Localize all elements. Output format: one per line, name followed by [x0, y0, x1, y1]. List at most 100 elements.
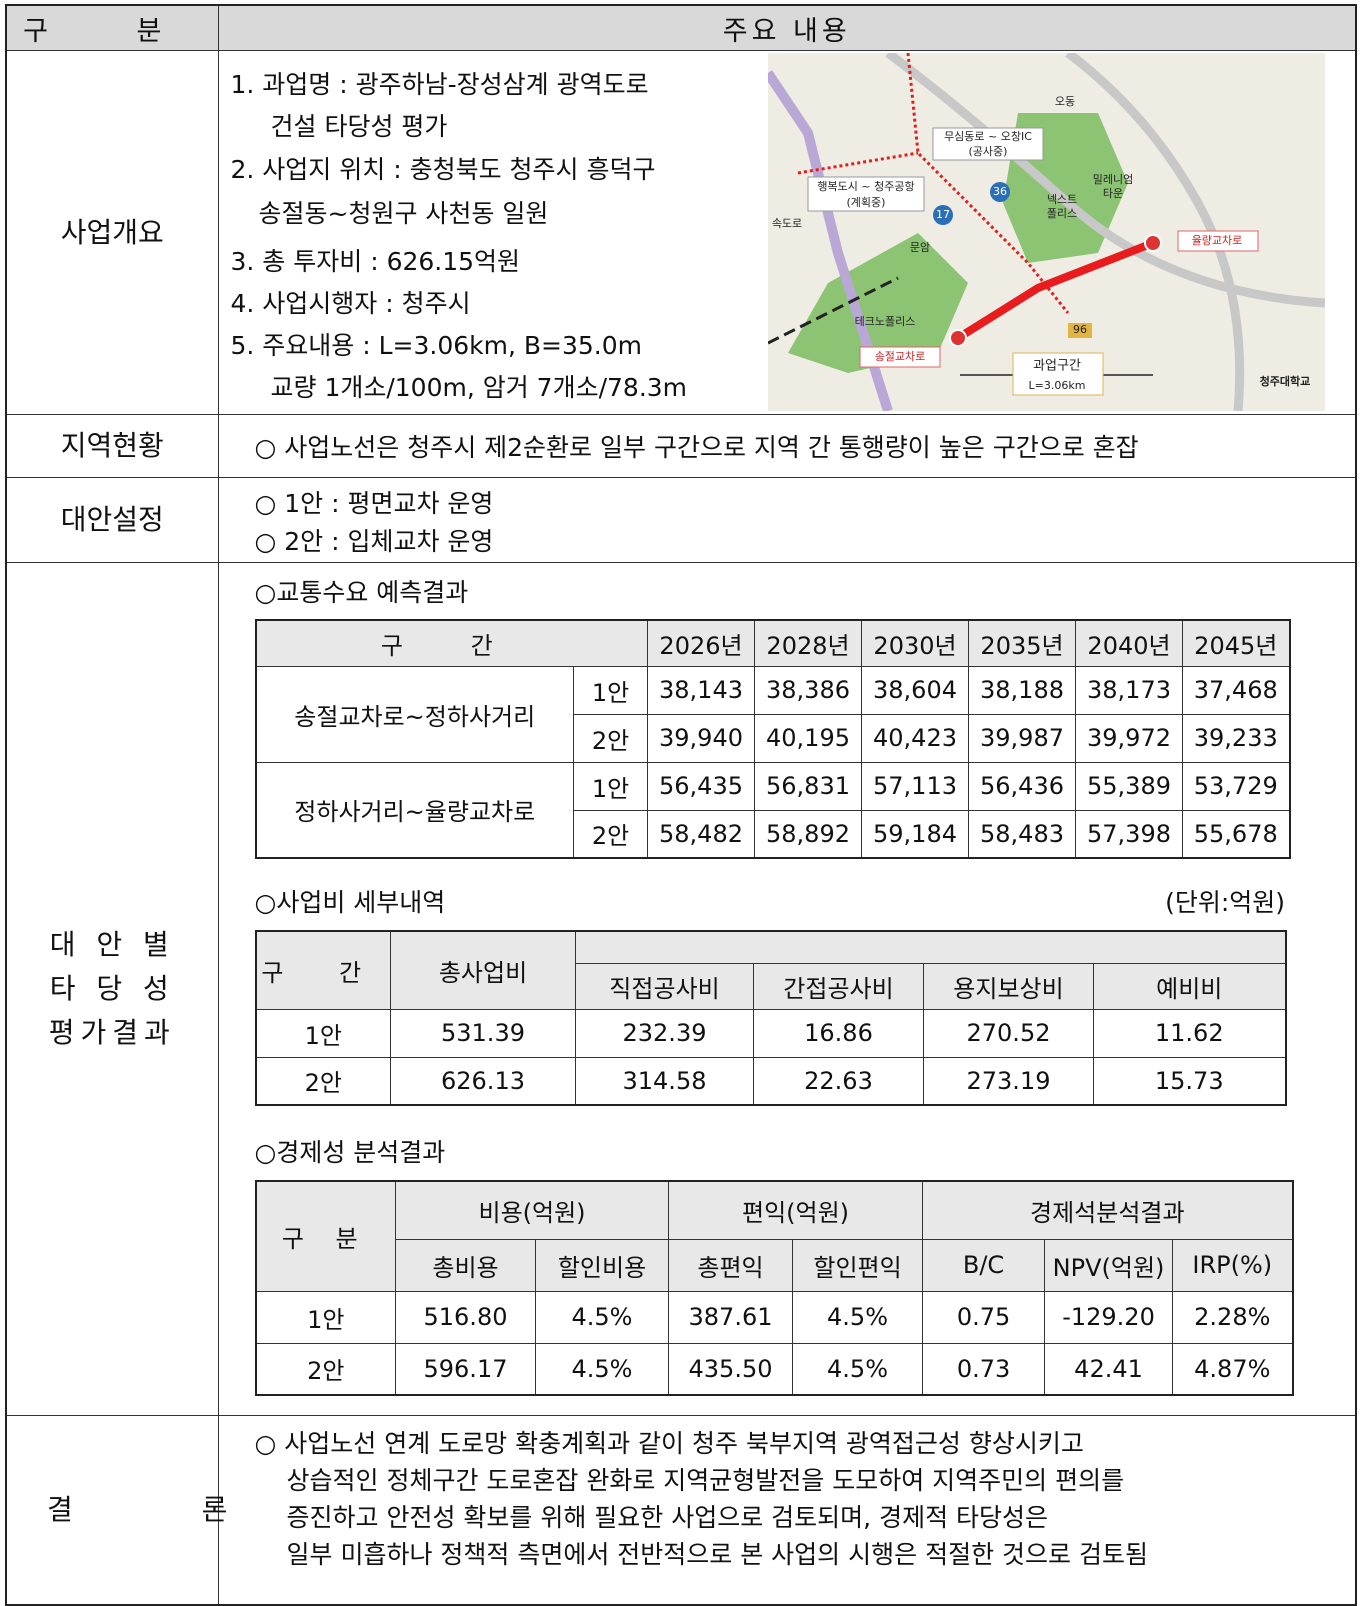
table-cell: 270.52 — [924, 1009, 1094, 1057]
table-cell: 55,678 — [1183, 810, 1290, 858]
map-label: (공사중) — [968, 145, 1007, 158]
table-cell: 22.63 — [754, 1057, 924, 1105]
table-cell: 38,143 — [648, 666, 755, 714]
map-label: 속도로 — [771, 217, 801, 230]
header-cell: 주요 내용 — [218, 5, 1356, 51]
map-label: 17 — [936, 208, 950, 221]
table-cell: 2028년 — [755, 620, 862, 666]
header-cell: 구 분 — [6, 5, 218, 51]
table-cell: 531.39 — [391, 1009, 576, 1057]
table-cell: 596.17 — [396, 1343, 536, 1395]
map-label: 행복도시 ~ 청주공항 — [817, 180, 914, 193]
table-cell: 516.80 — [396, 1291, 536, 1343]
table-cell: 38,188 — [969, 666, 1076, 714]
overview-line: 건설 타당성 평가 — [271, 107, 448, 143]
row-label-line: 대 안 별 — [7, 923, 218, 967]
table-cell: 1안 — [256, 1009, 391, 1057]
table-cell: 58,892 — [755, 810, 862, 858]
table-cell: 4.5% — [793, 1343, 923, 1395]
cell: 오동 무심동로 ~ 오창IC (공사중) 행복도시 ~ 청주공항 (계획중) 밀… — [218, 51, 1356, 415]
table-cell: 구 간 — [256, 620, 648, 666]
table-cell: 16.86 — [754, 1009, 924, 1057]
table-cell: 40,423 — [862, 714, 969, 762]
conclusion-line: 일부 미흡하나 정책적 측면에서 전반적으로 본 사업의 시행은 적절한 것으로… — [287, 1535, 1148, 1571]
row: 대 안 별타 당 성평가결과 ○교통수요 예측결과구 간2026년2028년20… — [6, 563, 1356, 1416]
table-cell: 직접공사비 — [576, 963, 754, 1009]
row-label: 지역현황 — [6, 415, 218, 478]
table-cell: 1안 — [256, 1291, 396, 1343]
map-label: 폴리스 — [1046, 207, 1076, 220]
map-label: (계획중) — [846, 196, 885, 209]
map-label: 넥스트 — [1046, 193, 1076, 206]
map-label: 테크노폴리스 — [854, 315, 915, 328]
overview-line: 교량 1개소/100m, 암거 7개소/78.3m — [271, 368, 688, 404]
table-cell: 56,831 — [755, 762, 862, 810]
overview-line: 3. 총 투자비 : 626.15억원 — [231, 242, 521, 278]
table-cell: 2030년 — [862, 620, 969, 666]
table-cell: -129.20 — [1045, 1291, 1173, 1343]
table-cell: 4.5% — [536, 1343, 669, 1395]
conclusion-line: 상습적인 정체구간 도로혼잡 완화로 지역균형발전을 도모하여 지역주민의 편의… — [287, 1461, 1125, 1497]
map-node — [1145, 235, 1161, 251]
header-row: 구 분 주요 내용 — [6, 5, 1356, 51]
row-label-line: 평가결과 — [7, 1011, 218, 1055]
section-title: ○교통수요 예측결과 — [255, 573, 469, 609]
table-cell: 2안 — [574, 714, 648, 762]
table-cell: 비용(억원) — [396, 1181, 669, 1239]
table-cell: 42.41 — [1045, 1343, 1173, 1395]
table-cell: 39,940 — [648, 714, 755, 762]
table-cell: 39,987 — [969, 714, 1076, 762]
table-cell: 11.62 — [1094, 1009, 1286, 1057]
table-cell: 1안 — [574, 666, 648, 714]
table-cell: 정하사거리~율량교차로 — [256, 762, 574, 858]
table-cell: 2026년 — [648, 620, 755, 666]
row-label: 사업개요 — [6, 51, 218, 415]
table-cell: 314.58 — [576, 1057, 754, 1105]
overview-line: 송절동~청원구 사천동 일원 — [259, 194, 549, 230]
table-cell: 58,483 — [969, 810, 1076, 858]
row-label: 대안설정 — [6, 478, 218, 563]
table-cell: 할인비용 — [536, 1239, 669, 1291]
page: 구 분 주요 내용 사업개요 오동 무심동로 ~ 오창IC (공사중) 행복도시… — [0, 0, 1364, 1604]
table-cell: B/C — [923, 1239, 1045, 1291]
data-row: 2안626.13314.5822.63273.1915.73 — [256, 1057, 1286, 1105]
table-cell: 2안 — [256, 1057, 391, 1105]
row: 대안설정 ○ 1안 : 평면교차 운영○ 2안 : 입체교차 운영 — [6, 478, 1356, 563]
table-cell: 37,468 — [1183, 666, 1290, 714]
cell: ○ 사업노선 연계 도로망 확충계획과 같이 청주 북부지역 광역접근성 향상시… — [218, 1416, 1356, 1606]
table-cell: 송절교차로~정하사거리 — [256, 666, 574, 762]
map-label: 송절교차로 — [874, 350, 925, 363]
table-cell: 56,435 — [648, 762, 755, 810]
table-cell: 15.73 — [1094, 1057, 1286, 1105]
row-label: 결 론 — [6, 1416, 218, 1606]
table-cell: 38,386 — [755, 666, 862, 714]
table-cell: 59,184 — [862, 810, 969, 858]
table-cell: 구 분 — [256, 1181, 396, 1291]
map-label: 96 — [1073, 323, 1087, 336]
table-cell: 38,604 — [862, 666, 969, 714]
table-cell: 39,972 — [1076, 714, 1183, 762]
table-cell: 53,729 — [1183, 762, 1290, 810]
cell: ○ 1안 : 평면교차 운영○ 2안 : 입체교차 운영 — [218, 478, 1356, 563]
conclusion-line: ○ 사업노선 연계 도로망 확충계획과 같이 청주 북부지역 광역접근성 향상시… — [255, 1424, 1084, 1460]
table-cell: 232.39 — [576, 1009, 754, 1057]
row-label-line: 타 당 성 — [7, 967, 218, 1011]
table-cell: 387.61 — [669, 1291, 793, 1343]
data-row: 정하사거리~율량교차로1안56,43556,83157,11356,43655,… — [256, 762, 1290, 810]
table-cell: 용지보상비 — [924, 963, 1094, 1009]
table-cell: 2040년 — [1076, 620, 1183, 666]
table-cell: 1안 — [574, 762, 648, 810]
table-cell: 0.73 — [923, 1343, 1045, 1395]
table-cell: 4.5% — [536, 1291, 669, 1343]
map-label: 36 — [993, 185, 1007, 198]
table-cell: IRP(%) — [1173, 1239, 1293, 1291]
summary-table: 구 분 주요 내용 사업개요 오동 무심동로 ~ 오창IC (공사중) 행복도시… — [5, 4, 1357, 1606]
table-cell: 4.87% — [1173, 1343, 1293, 1395]
cell: ○교통수요 예측결과구 간2026년2028년2030년2035년2040년20… — [218, 563, 1356, 1416]
unit-note: (단위:억원) — [1165, 883, 1285, 919]
